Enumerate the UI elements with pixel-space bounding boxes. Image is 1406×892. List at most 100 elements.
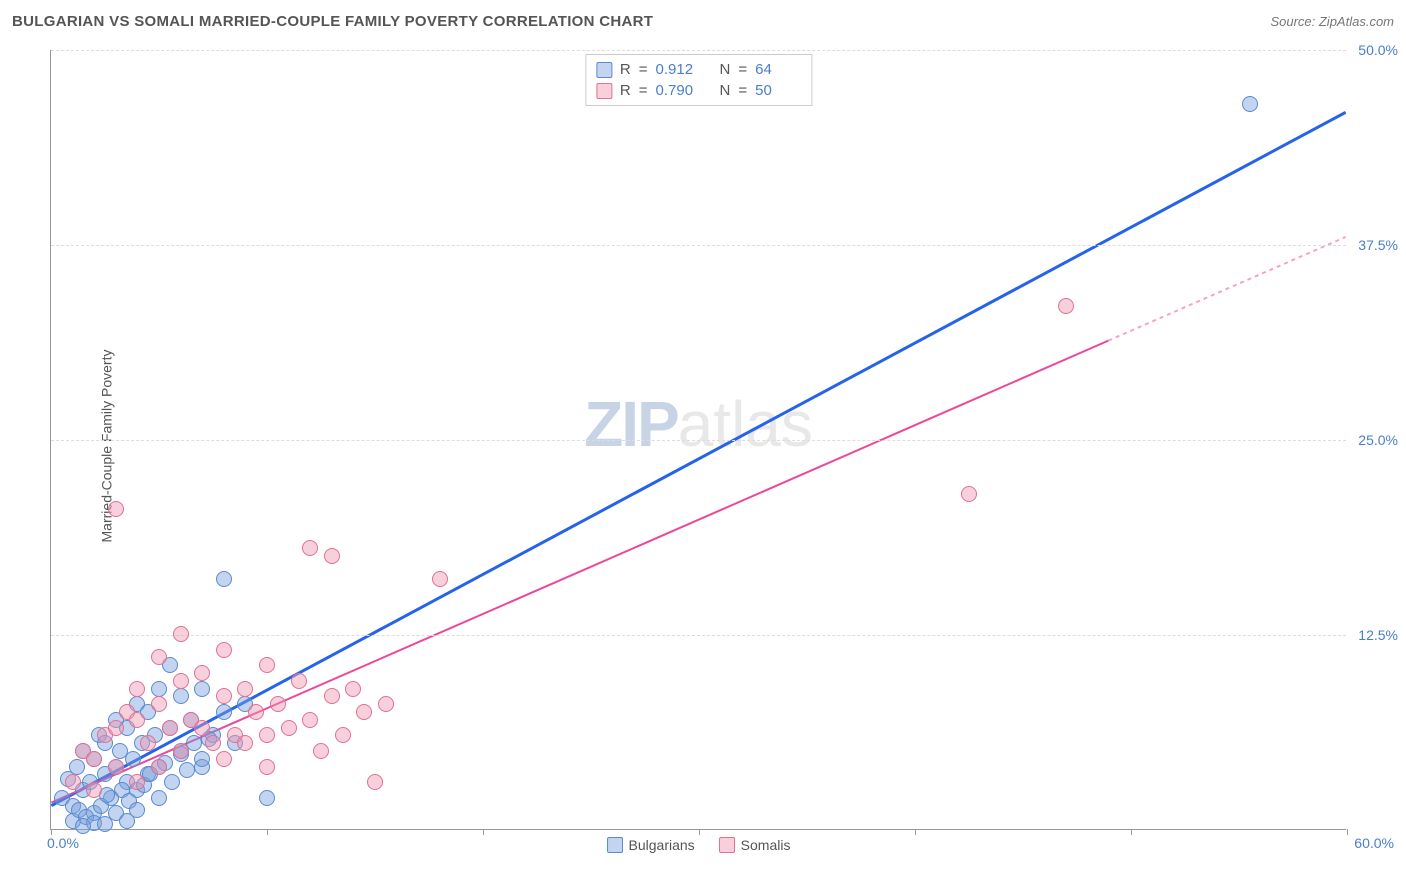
xaxis-tick [699, 829, 700, 835]
data-point [335, 727, 351, 743]
xaxis-tick [483, 829, 484, 835]
data-point [151, 649, 167, 665]
data-point [259, 657, 275, 673]
data-point [432, 571, 448, 587]
legend-swatch-somalis [596, 83, 612, 99]
data-point [86, 782, 102, 798]
data-point [173, 626, 189, 642]
data-point [1058, 298, 1074, 314]
gridline [51, 50, 1346, 51]
data-point [1242, 96, 1258, 112]
r-label: R [620, 82, 631, 99]
data-point [216, 704, 232, 720]
chart-container: BULGARIAN VS SOMALI MARRIED-COUPLE FAMIL… [0, 0, 1406, 892]
legend-swatch-bulgarians [596, 62, 612, 78]
data-point [108, 759, 124, 775]
data-point [194, 751, 210, 767]
xaxis-tick [51, 829, 52, 835]
data-point [173, 688, 189, 704]
r-label: R [620, 61, 631, 78]
data-point [65, 774, 81, 790]
data-point [194, 720, 210, 736]
data-point [302, 540, 318, 556]
data-point [302, 712, 318, 728]
legend-correlation: R = 0.912 N = 64 R = 0.790 N = 50 [585, 54, 812, 106]
data-point [216, 642, 232, 658]
xaxis-tick [1347, 829, 1348, 835]
n-value-bulgarians: 64 [755, 61, 801, 78]
data-point [129, 681, 145, 697]
data-point [216, 688, 232, 704]
data-point [237, 735, 253, 751]
legend-label-bulgarians: Bulgarians [629, 837, 695, 853]
legend-swatch-somalis [719, 837, 735, 853]
legend-swatch-bulgarians [607, 837, 623, 853]
eq-sign: = [639, 61, 648, 78]
data-point [151, 696, 167, 712]
legend-item-bulgarians: Bulgarians [607, 837, 695, 853]
data-point [291, 673, 307, 689]
legend-label-somalis: Somalis [741, 837, 791, 853]
data-point [164, 774, 180, 790]
data-point [151, 790, 167, 806]
eq-sign: = [639, 82, 648, 99]
data-point [281, 720, 297, 736]
watermark-atlas: atlas [678, 388, 813, 460]
data-point [129, 774, 145, 790]
data-point [173, 673, 189, 689]
data-point [367, 774, 383, 790]
data-point [151, 681, 167, 697]
legend-item-somalis: Somalis [719, 837, 791, 853]
legend-row-somalis: R = 0.790 N = 50 [596, 80, 801, 101]
data-point [205, 735, 221, 751]
data-point [125, 751, 141, 767]
data-point [248, 704, 264, 720]
data-point [97, 816, 113, 832]
data-point [69, 759, 85, 775]
legend-series: Bulgarians Somalis [607, 837, 791, 853]
data-point [194, 681, 210, 697]
data-point [378, 696, 394, 712]
xaxis-tick [267, 829, 268, 835]
data-point [179, 762, 195, 778]
data-point [86, 751, 102, 767]
n-value-somalis: 50 [755, 82, 801, 99]
watermark-zip: ZIP [584, 388, 678, 460]
chart-header: BULGARIAN VS SOMALI MARRIED-COUPLE FAMIL… [0, 0, 1406, 42]
data-point [259, 727, 275, 743]
data-point [345, 681, 361, 697]
data-point [119, 813, 135, 829]
data-point [108, 501, 124, 517]
n-label: N [720, 82, 731, 99]
eq-sign: = [738, 61, 747, 78]
n-label: N [720, 61, 731, 78]
data-point [216, 571, 232, 587]
xaxis-tick [915, 829, 916, 835]
data-point [237, 681, 253, 697]
data-point [259, 759, 275, 775]
watermark: ZIPatlas [584, 387, 813, 461]
r-value-bulgarians: 0.912 [656, 61, 702, 78]
chart-title: BULGARIAN VS SOMALI MARRIED-COUPLE FAMIL… [12, 13, 653, 30]
data-point [961, 486, 977, 502]
yaxis-tick-label: 50.0% [1358, 42, 1398, 58]
data-point [140, 735, 156, 751]
data-point [356, 704, 372, 720]
gridline [51, 245, 1346, 246]
xaxis-max-label: 60.0% [1354, 835, 1394, 851]
data-point [259, 790, 275, 806]
plot-area: ZIPatlas R = 0.912 N = 64 R = 0.790 N = … [50, 50, 1346, 830]
r-value-somalis: 0.790 [656, 82, 702, 99]
data-point [162, 720, 178, 736]
data-point [216, 751, 232, 767]
data-point [75, 818, 91, 834]
gridline [51, 440, 1346, 441]
trend-line-extrapolated [1108, 237, 1345, 341]
legend-row-bulgarians: R = 0.912 N = 64 [596, 59, 801, 80]
data-point [324, 548, 340, 564]
data-point [324, 688, 340, 704]
xaxis-origin-label: 0.0% [47, 835, 79, 851]
gridline [51, 635, 1346, 636]
yaxis-tick-label: 12.5% [1358, 627, 1398, 643]
data-point [173, 743, 189, 759]
